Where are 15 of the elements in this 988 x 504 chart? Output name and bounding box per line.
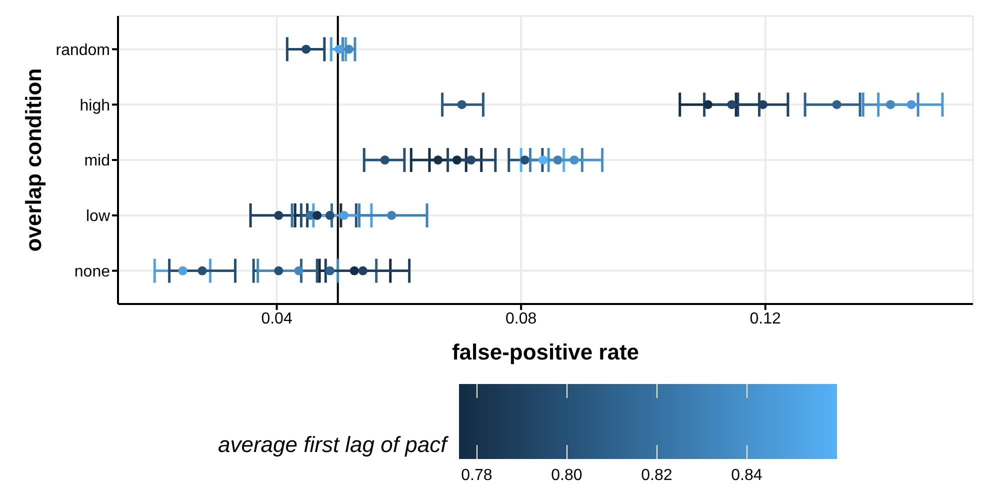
x-tick-label: 0.12 [750, 310, 782, 328]
x-axis-title: false-positive rate [452, 340, 640, 365]
y-axis-title: overlap condition [20, 68, 46, 252]
y-tick-label: random [56, 42, 110, 59]
legend-title: average first lag of pacf [218, 432, 447, 458]
color-bar-label: 0.82 [641, 467, 672, 485]
color-bar-label: 0.78 [461, 467, 492, 485]
color-bar-label: 0.84 [731, 467, 762, 485]
y-tick-label: low [86, 208, 110, 226]
x-tick-label: 0.08 [506, 310, 537, 328]
x-tick-label: 0.04 [261, 310, 292, 328]
y-tick-label: none [74, 263, 110, 280]
color-bar-label: 0.80 [551, 467, 582, 485]
y-tick-label: high [80, 97, 110, 114]
y-tick-label: mid [84, 152, 110, 170]
